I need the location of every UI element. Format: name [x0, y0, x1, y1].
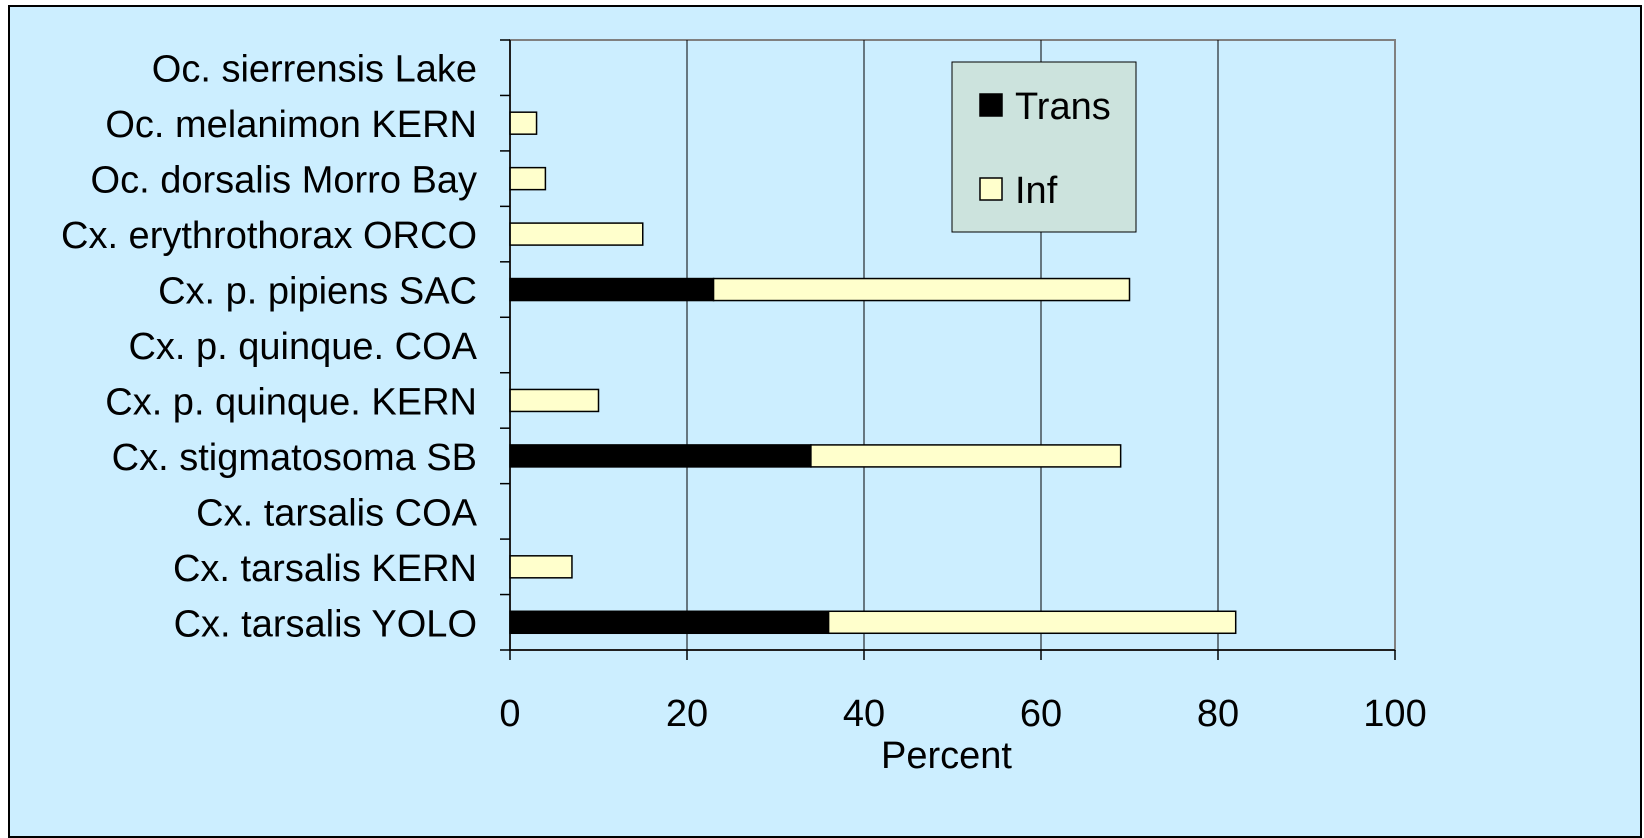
y-category-label: Cx. p. quinque. COA: [128, 326, 477, 368]
bar-trans: [510, 279, 714, 301]
legend-swatch-trans: [980, 94, 1002, 116]
y-category-label: Cx. stigmatosoma SB: [112, 437, 477, 479]
bar-trans: [510, 445, 811, 467]
bar-inf: [510, 112, 537, 134]
bar-inf: [811, 445, 1121, 467]
x-tick-label: 0: [499, 693, 520, 735]
bar-inf: [510, 389, 599, 411]
x-tick-label: 20: [666, 693, 708, 735]
legend: Trans Inf: [952, 62, 1136, 232]
y-category-label: Cx. tarsalis YOLO: [174, 603, 477, 645]
bar-inf: [510, 168, 545, 190]
bar-inf: [829, 611, 1236, 633]
y-category-label: Cx. tarsalis KERN: [173, 548, 477, 590]
bar-inf: [714, 279, 1130, 301]
legend-swatch-inf: [980, 178, 1002, 200]
x-tick-label: 100: [1363, 693, 1426, 735]
x-tick-label: 40: [843, 693, 885, 735]
bar-inf: [510, 556, 572, 578]
x-tick-label: 80: [1197, 693, 1239, 735]
bar-trans: [510, 611, 829, 633]
legend-label-inf: Inf: [1015, 170, 1058, 212]
x-axis-title: Percent: [881, 735, 1012, 777]
y-category-label: Cx. p. pipiens SAC: [158, 271, 477, 313]
y-category-label: Oc. sierrensis Lake: [152, 49, 477, 91]
y-category-label: Oc. dorsalis Morro Bay: [91, 160, 477, 202]
legend-label-trans: Trans: [1015, 86, 1111, 128]
y-category-label: Cx. erythrothorax ORCO: [61, 215, 477, 257]
bar-inf: [510, 223, 643, 245]
x-tick-label: 60: [1020, 693, 1062, 735]
y-category-label: Cx. p. quinque. KERN: [105, 381, 477, 423]
y-category-label: Oc. melanimon KERN: [105, 104, 477, 146]
y-category-label: Cx. tarsalis COA: [196, 492, 477, 534]
